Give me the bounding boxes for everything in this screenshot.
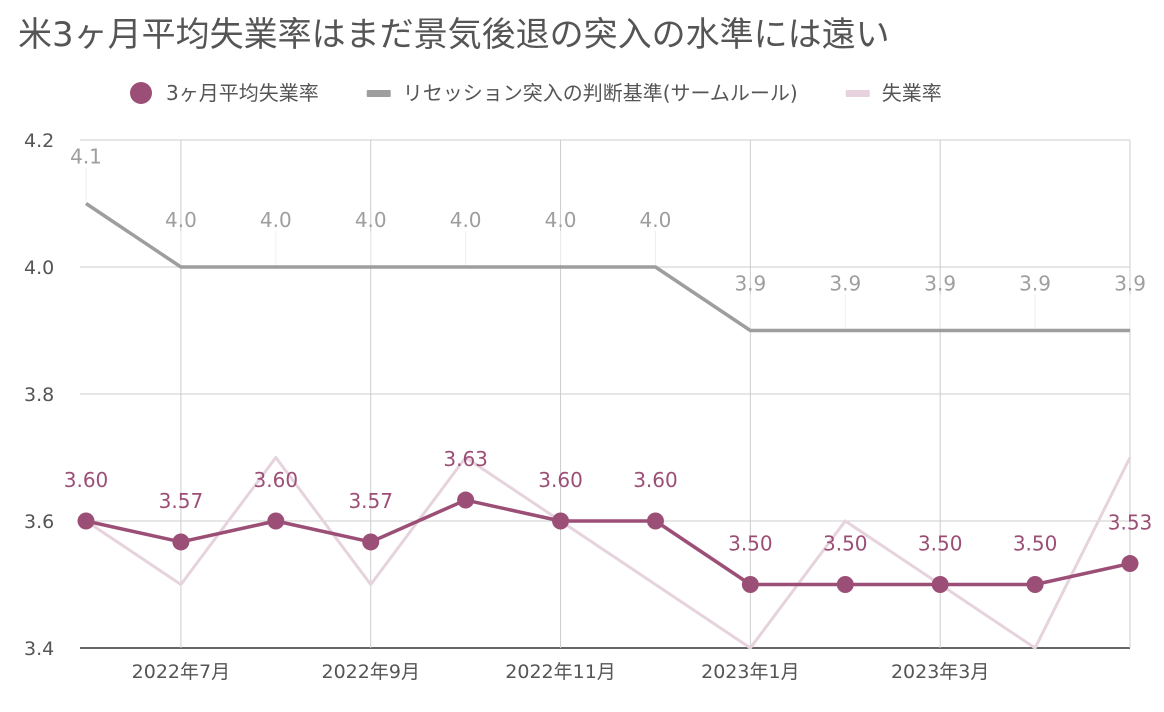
y-tick-label: 3.8 xyxy=(24,384,54,406)
data-point xyxy=(836,576,854,593)
y-tick-label: 4.0 xyxy=(24,257,54,279)
data-label: 3.50 xyxy=(728,532,773,556)
data-label: 3.50 xyxy=(823,532,868,556)
x-tick-label: 2022年7月 xyxy=(132,661,230,683)
chart-title: 米3ヶ月平均失業率はまだ景気後退の突入の水準には遠い xyxy=(18,15,890,55)
data-label: 3.57 xyxy=(159,489,204,513)
x-tick-label: 2022年9月 xyxy=(322,661,420,683)
legend-marker xyxy=(130,82,152,104)
data-label: 3.9 xyxy=(829,272,861,296)
data-label: 4.0 xyxy=(260,208,292,232)
data-label: 3.9 xyxy=(734,272,766,296)
data-label: 3.9 xyxy=(1019,272,1051,296)
y-tick-label: 3.6 xyxy=(24,511,54,533)
data-point xyxy=(741,576,759,593)
data-point xyxy=(931,576,949,593)
data-label: 4.0 xyxy=(165,208,197,232)
series-line-2 xyxy=(85,202,1130,333)
data-label: 4.0 xyxy=(450,208,482,232)
x-tick-label: 2023年1月 xyxy=(701,661,799,683)
data-label: 3.60 xyxy=(633,468,678,492)
data-point xyxy=(646,512,664,530)
data-label: 4.0 xyxy=(545,208,577,232)
grid xyxy=(80,139,1131,649)
data-label: 4.1 xyxy=(70,145,102,169)
data-label: 3.60 xyxy=(64,468,109,492)
data-label: 3.60 xyxy=(254,468,299,492)
data-label: 3.50 xyxy=(918,532,963,556)
series-layer xyxy=(77,202,1139,650)
y-axis: 3.4 3.6 3.8 4.0 4.2 xyxy=(24,130,54,660)
legend-label: リセッション突入の判断基準(サームルール) xyxy=(403,81,798,105)
data-label: 4.0 xyxy=(640,208,672,232)
y-tick-label: 4.2 xyxy=(24,130,54,152)
data-label: 3.57 xyxy=(348,489,393,513)
x-tick-label: 2022年11月 xyxy=(505,661,616,683)
series-line-3 xyxy=(85,456,1132,650)
data-point xyxy=(457,491,475,509)
data-label: 3.9 xyxy=(924,272,956,296)
data-point xyxy=(77,512,95,530)
legend-marker xyxy=(845,90,870,97)
data-label: 3.63 xyxy=(443,447,488,471)
series-line-1 xyxy=(85,498,1131,587)
data-point xyxy=(267,512,285,530)
x-tick-label: 2023年3月 xyxy=(891,661,989,683)
data-label: 3.9 xyxy=(1114,272,1146,296)
legend-marker xyxy=(366,90,391,97)
data-label: 4.0 xyxy=(355,208,387,232)
data-point xyxy=(1121,555,1139,573)
data-point xyxy=(1026,576,1044,593)
legend: 3ヶ月平均失業率 リセッション突入の判断基準(サームルール) 失業率 xyxy=(130,81,942,105)
data-point xyxy=(172,533,190,551)
data-labels: 3.60 3.57 3.60 3.57 3.63 3.60 3.60 3.50 3.50 3.50… xyxy=(64,145,1153,556)
data-point xyxy=(552,512,570,530)
data-label: 3.53 xyxy=(1108,511,1153,535)
data-label: 3.50 xyxy=(1013,532,1058,556)
y-tick-label: 3.4 xyxy=(24,638,54,660)
x-axis: 2022年7月 2022年9月 2022年11月 2023年1月 2023年3月 xyxy=(132,661,990,683)
legend-label: 失業率 xyxy=(882,81,942,105)
data-label: 3.60 xyxy=(538,468,583,492)
legend-label: 3ヶ月平均失業率 xyxy=(166,81,319,105)
data-point xyxy=(362,533,380,551)
